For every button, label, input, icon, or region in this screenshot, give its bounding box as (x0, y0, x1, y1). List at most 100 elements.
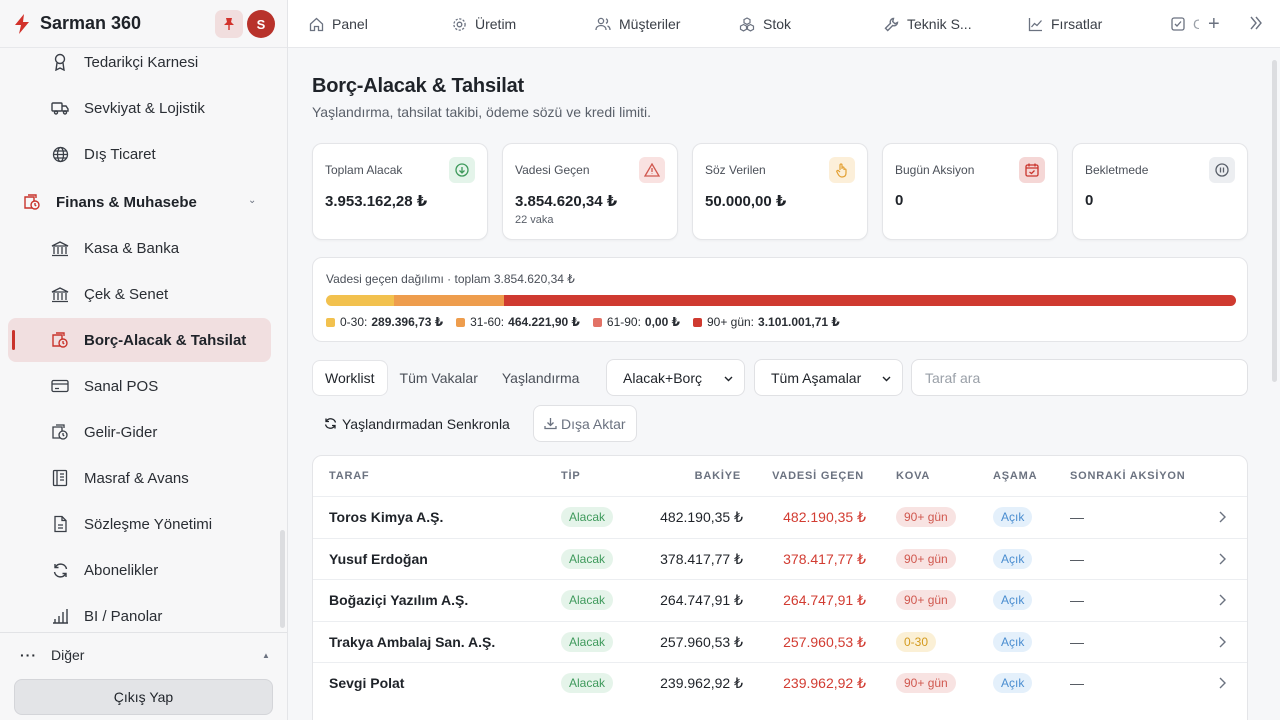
bucket-badge: 90+ gün (896, 548, 956, 569)
finance-icon (51, 423, 69, 441)
legend-label: 61-90: (606, 315, 641, 329)
kpi-label: Söz Verilen (705, 163, 766, 177)
table-row[interactable]: Boğaziçi Yazılım A.Ş. Alacak 264.747,91 ₺ 2… (313, 579, 1247, 620)
tab-worklist[interactable]: Worklist (312, 360, 388, 396)
kpi-sub: 22 vaka (515, 214, 554, 226)
tab-more-truncated[interactable]: C (1171, 0, 1199, 48)
distribution-title: Vadesi geçen dağılımı · toplam 3.854.620… (326, 272, 575, 286)
sidebar-item-label: Kasa & Banka (84, 239, 180, 257)
sidebar-item-kasa-banka[interactable]: Kasa & Banka (8, 226, 271, 270)
table-row[interactable]: Yusuf Erdoğan Alacak 378.417,77 ₺ 378.417,7… (313, 537, 1247, 579)
kpi-value: 0 (1085, 192, 1094, 209)
main-content: Borç-Alacak & Tahsilat Yaşlandırma, tahs… (288, 48, 1280, 720)
kpi-value: 3.854.620,34 ₺ (515, 193, 618, 210)
other-menu-toggle[interactable]: ··· Diğer (20, 647, 84, 663)
sidebar-header: Sarman 360 S (0, 0, 287, 48)
sidebar-item-cek-senet[interactable]: Çek & Senet (8, 272, 271, 316)
sidebar-scrollbar[interactable] (280, 530, 285, 628)
sidebar-item-bi-panolar[interactable]: BI / Panolar (8, 594, 271, 638)
legend-swatch (326, 317, 335, 327)
tab-panel[interactable]: Panel (308, 0, 368, 48)
type-select[interactable]: Alacak+Borç (606, 359, 745, 396)
legend-swatch (592, 317, 602, 327)
chevron-right-icon[interactable] (1217, 676, 1227, 695)
trend-icon (1027, 16, 1043, 32)
th-bucket[interactable]: KOVA (896, 470, 931, 482)
th-overdue[interactable]: VADESİ GEÇEN (772, 470, 864, 482)
party-search-input[interactable] (911, 359, 1248, 396)
truck-icon (51, 99, 69, 117)
th-party[interactable]: TARAF (329, 470, 370, 482)
kpi-card-soz-verilen: Söz Verilen 50.000,00 ₺ (692, 143, 868, 240)
type-badge: Alacak (561, 673, 614, 693)
th-type[interactable]: TİP (561, 470, 581, 482)
tab-yaslandirma[interactable]: Yaşlandırma (501, 370, 580, 386)
hand-icon (829, 157, 855, 183)
legend-item: 90+ gün: 3.101.001,71 ₺ (692, 315, 840, 329)
kpi-label: Bugün Aksiyon (895, 163, 975, 177)
tab-musteriler[interactable]: Müşteriler (595, 0, 680, 48)
th-balance[interactable]: BAKİYE (694, 470, 741, 482)
table-row[interactable]: Sevgi Polat Alacak 239.962,92 ₺ 239.962,92 … (313, 662, 1247, 703)
avatar[interactable]: S (247, 10, 275, 38)
sidebar-item-borc-alacak[interactable]: Borç-Alacak & Tahsilat (8, 318, 271, 362)
chevrons-right-icon[interactable] (1248, 14, 1264, 37)
cell-balance: 378.417,77 ₺ (660, 550, 743, 567)
cell-next-action: — (1070, 592, 1084, 608)
stage-badge: Açık (993, 507, 1033, 527)
table-row[interactable]: Toros Kimya A.Ş. Alacak 482.190,35 ₺ 482.19… (313, 496, 1247, 537)
sidebar-item-sozlesme[interactable]: Sözleşme Yönetimi (8, 502, 271, 546)
chevron-right-icon[interactable] (1217, 552, 1227, 571)
chevron-down-icon: ⌄ (248, 195, 257, 206)
sidebar-item-label: Abonelikler (84, 561, 159, 579)
finance-icon (51, 331, 69, 349)
calendar-check-icon (1019, 157, 1045, 183)
check-square-icon (1171, 16, 1185, 32)
sidebar-item-sevkiyat[interactable]: Sevkiyat & Lojistik (8, 86, 271, 130)
sync-label: Yaşlandırmadan Senkronla (342, 415, 510, 432)
sync-from-aging-button[interactable]: Yaşlandırmadan Senkronla (312, 405, 522, 442)
main-scrollbar[interactable] (1272, 60, 1277, 382)
bucket-badge: 90+ gün (896, 507, 956, 527)
tab-label: Teknik S... (907, 16, 972, 32)
sidebar-item-tedarikci-karnesi[interactable]: Tedarikçi Karnesi (8, 40, 271, 84)
sidebar-group-finans[interactable]: Finans & Muhasebe ⌄ (8, 180, 271, 224)
stage-select[interactable]: Tüm Aşamalar (754, 359, 903, 396)
cell-party: Yusuf Erdoğan (329, 550, 428, 567)
logout-button[interactable]: Çıkış Yap (14, 679, 273, 715)
th-stage[interactable]: AŞAMA (993, 470, 1038, 482)
pause-circle-icon (1209, 157, 1235, 183)
tab-teknik-servis[interactable]: Teknik S... (883, 0, 972, 48)
tab-firsatlar[interactable]: Fırsatlar (1027, 0, 1102, 48)
table-row[interactable]: Trakya Ambalaj San. A.Ş. Alacak 257.960,53… (313, 620, 1247, 662)
cell-next-action: — (1070, 509, 1084, 525)
sidebar-item-label: Dış Ticaret (84, 145, 156, 163)
tab-stok[interactable]: Stok (739, 0, 791, 48)
sidebar-item-sanal-pos[interactable]: Sanal POS (8, 364, 271, 408)
legend-item: 31-60: 464.221,90 ₺ (456, 315, 580, 329)
add-tab-plus-icon[interactable]: + (1208, 13, 1220, 35)
globe-icon (51, 145, 69, 163)
cell-balance: 482.190,35 ₺ (660, 509, 743, 525)
th-next-action[interactable]: SONRAKİ AKSİYON (1070, 470, 1186, 482)
tab-label: C (1193, 16, 1199, 32)
pin-icon[interactable] (215, 10, 243, 38)
cell-overdue: 257.960,53 ₺ (783, 633, 866, 650)
sidebar-item-gelir-gider[interactable]: Gelir-Gider (8, 410, 271, 454)
stage-select-value: Tüm Aşamalar (771, 369, 862, 386)
type-badge: Alacak (561, 590, 614, 610)
sidebar-item-abonelikler[interactable]: Abonelikler (8, 548, 271, 592)
chevron-right-icon[interactable] (1217, 635, 1227, 654)
chevron-right-icon[interactable] (1217, 593, 1227, 612)
export-button[interactable]: Dışa Aktar (533, 405, 637, 442)
sidebar-item-masraf-avans[interactable]: Masraf & Avans (8, 456, 271, 500)
sidebar-item-dis-ticaret[interactable]: Dış Ticaret (8, 132, 271, 176)
tab-tum-vakalar[interactable]: Tüm Vakalar (399, 370, 478, 386)
chevron-right-icon[interactable] (1217, 510, 1227, 529)
tab-uretim[interactable]: Üretim (451, 0, 516, 48)
kpi-value: 0 (895, 192, 904, 209)
tab-label: Üretim (475, 16, 517, 32)
sidebar-item-label: Sözleşme Yönetimi (84, 515, 213, 533)
chevron-down-icon (723, 371, 734, 387)
award-icon (51, 53, 69, 71)
